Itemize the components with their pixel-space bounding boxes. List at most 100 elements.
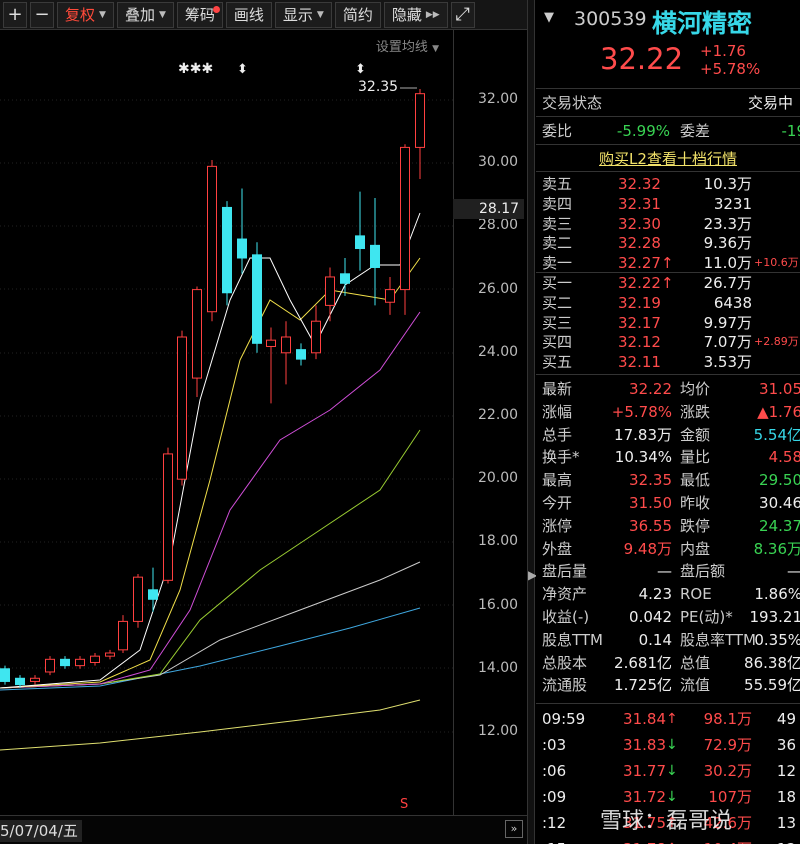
panel-splitter[interactable]: ▶ (527, 0, 538, 844)
candle-body (252, 254, 262, 344)
candle-body (415, 93, 425, 148)
tick-time: :09 (542, 788, 567, 806)
bid-row[interactable]: 买二 32.19 6438 (542, 293, 752, 312)
stat-label: 总股本 (542, 653, 588, 672)
fullscreen-icon[interactable]: ⤢ (450, 1, 475, 28)
hide-button[interactable]: 隐藏 ▶▶ (383, 1, 448, 28)
ma-line (0, 257, 421, 689)
candle-body (325, 276, 335, 306)
double-chevron-right-icon: ▶▶ (425, 9, 440, 20)
fuquan-label: 复权 (65, 6, 96, 24)
stat-value: 4.23 (638, 585, 672, 604)
candle-body (311, 320, 321, 354)
chevron-down-icon: ▼ (99, 9, 106, 20)
chevron-down-icon: ▼ (316, 9, 324, 20)
stat-row: 总手 17.83万 金额 5.54亿 (536, 424, 800, 446)
stat-label: 净资产 (542, 585, 588, 604)
ask-row[interactable]: 卖五 32.32 10.3万 (542, 175, 752, 193)
stat-value: 1.86% (754, 585, 800, 604)
stat-value: 5.54亿 (753, 425, 800, 444)
price-axis-divider (453, 30, 454, 815)
bid-row[interactable]: 买一 32.22↑ 26.7万 (542, 274, 752, 292)
draw-line-button[interactable]: 画线 (225, 1, 272, 28)
bid-row[interactable]: 买四 32.12 7.07万 +2.89万 (542, 333, 799, 352)
price-tick-label: 24.00 (478, 343, 519, 360)
stat-label: 均价 (680, 380, 711, 398)
stat-row: 涨幅 +5.78% 涨跌 ▲1.76 (536, 401, 800, 423)
display-button[interactable]: 显示 ▼ (274, 1, 332, 28)
chevron-down-icon[interactable]: ▼ (544, 10, 554, 25)
tick-price: 31.72 (623, 788, 666, 806)
stat-label: 收益(-) (542, 608, 590, 626)
chips-button[interactable]: 筹码 (176, 1, 223, 28)
price-tick-label: 28.00 (478, 217, 519, 234)
ask-row[interactable]: 卖二 32.28 9.36万 (542, 234, 752, 253)
stat-value: 31.50 (629, 494, 672, 512)
tick-row: :09 31.72 ↓ 107万 18 (536, 786, 800, 808)
cursor-date-label: 5/07/04/五 (0, 820, 82, 842)
simple-mode-button[interactable]: 简约 (334, 1, 381, 28)
stat-label: 流通股 (542, 676, 588, 695)
tick-volume: 30.2万 (703, 762, 752, 780)
stat-row: 最新 32.22 均价 31.05 (536, 378, 800, 400)
tick-row: 09:59 31.84 ↑ 98.1万 49 (536, 708, 800, 730)
fuquan-button[interactable]: 复权 ▼ (57, 1, 114, 28)
candle-body (222, 206, 232, 294)
level-volume-delta: +2.89万 (754, 335, 799, 349)
weibi-label: 委比 (542, 122, 573, 140)
ask-row[interactable]: 卖一 32.27↑ 11.0万 +10.6万 (542, 254, 799, 273)
stat-row: 流通股 1.725亿 流值 55.59亿 (536, 674, 800, 696)
double-chevron-right-icon[interactable]: » (505, 820, 523, 838)
bid-row[interactable]: 买三 32.17 9.97万 (542, 313, 752, 332)
arrow-up-icon: ↑ (666, 815, 678, 831)
ask-row[interactable]: 卖四 32.31 3231 (542, 194, 752, 213)
tick-time: :06 (542, 762, 567, 780)
ma-line (0, 607, 421, 691)
ma-setting-button[interactable]: 设置均线 ▼ (376, 36, 439, 55)
level-label: 卖三 (542, 214, 573, 233)
level-label: 卖二 (542, 234, 573, 253)
stock-name[interactable]: 横河精密 (652, 9, 753, 38)
stat-value: 36.55 (629, 516, 672, 535)
stat-value: 32.22 (629, 380, 672, 398)
stat-row: 换手* 10.34% 量比 4.58 (536, 446, 800, 468)
ask-row[interactable]: 卖三 32.30 23.3万 (542, 214, 752, 233)
stat-row: 盘后量 — 盘后额 — (536, 560, 800, 582)
bid-row[interactable]: 买五 32.11 3.53万 (542, 353, 752, 372)
tick-count: 12 (776, 762, 796, 780)
stat-row: 外盘 9.48万 内盘 8.36万 (536, 538, 800, 560)
level-volume: 3.53万 (703, 353, 752, 372)
candle-body (237, 238, 247, 259)
stat-row: 股息TTM 0.14 股息率TTM 0.35% (536, 629, 800, 651)
stat-label: 换手* (542, 448, 580, 467)
stat-value: 86.38亿 (744, 653, 800, 672)
stat-label: 今开 (542, 494, 573, 512)
stat-row: 净资产 4.23 ROE 1.86% (536, 583, 800, 605)
stat-value: 9.48万 (623, 539, 672, 558)
price-change: +1.76 +5.78% (700, 42, 760, 78)
tick-count: 49 (776, 710, 796, 728)
kline-svg[interactable]: ✱✱✱ ⬍ ⬍ 32.35 S (0, 30, 453, 815)
change-percent: +5.78% (700, 60, 761, 78)
overlay-button[interactable]: 叠加 ▼ (116, 1, 174, 28)
stat-value: 17.83万 (614, 425, 672, 444)
level-label: 买四 (542, 333, 573, 352)
ma-line (0, 561, 421, 689)
kline-chart-panel[interactable]: + − 复权 ▼ 叠加 ▼ 筹码 画线 显示 ▼ 简约 隐藏 ▶▶ ⤢ 设置均线 ▼ ✱… (0, 0, 527, 844)
collapse-arrow-icon[interactable]: ▶ (528, 568, 538, 582)
candle-body (192, 289, 202, 379)
tick-price: 31.84 (623, 710, 666, 728)
level-volume: 11.0万 (703, 254, 752, 273)
candle-body (177, 336, 187, 480)
level-label: 买三 (542, 313, 573, 332)
l2-purchase-link[interactable]: 购买L2查看十档行情 (599, 150, 737, 168)
zoom-in-button[interactable]: + (3, 1, 27, 28)
weicha-label: 委差 (680, 122, 711, 140)
level-volume: 7.07万 (703, 333, 752, 352)
stat-value: +5.78% (611, 402, 672, 421)
zoom-out-button[interactable]: − (30, 1, 54, 28)
chevron-down-icon: ▼ (432, 44, 439, 54)
tick-row: :15 31.78↑ 10.4万 12 (536, 838, 800, 844)
stat-label: 跌停 (680, 516, 711, 535)
trade-status-label: 交易状态 (542, 94, 603, 112)
